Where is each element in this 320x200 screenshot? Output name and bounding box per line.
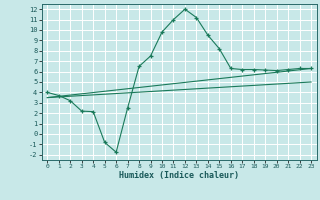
X-axis label: Humidex (Indice chaleur): Humidex (Indice chaleur) xyxy=(119,171,239,180)
